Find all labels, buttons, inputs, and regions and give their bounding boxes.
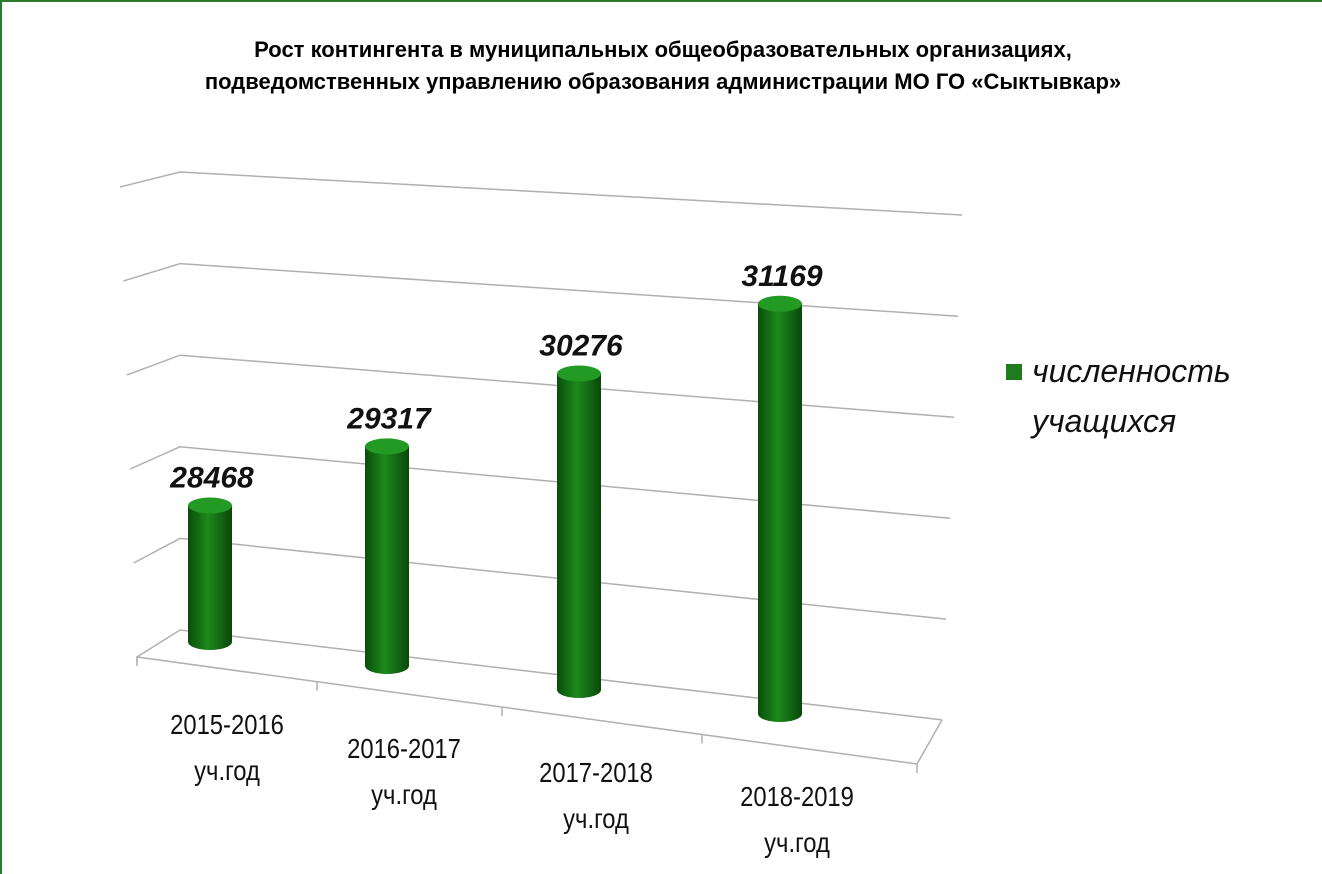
grid-line — [133, 537, 947, 620]
data-label: 31169 — [741, 260, 823, 293]
bar — [557, 365, 601, 698]
grid-line — [136, 629, 943, 721]
bar-part — [365, 446, 409, 674]
bar-part — [188, 497, 232, 514]
legend-key — [1006, 364, 1022, 380]
data-label: 28468 — [169, 461, 254, 494]
x-tick-label: 2015-2016 уч.год — [170, 709, 284, 786]
bar-part — [365, 438, 409, 455]
legend-label: численность учащихся — [1032, 353, 1231, 439]
bar-part — [557, 373, 601, 698]
bar-part — [758, 303, 802, 722]
x-tick-label: 2017-2018 уч.год — [539, 757, 653, 834]
bar-part — [188, 505, 232, 650]
grid-line — [123, 262, 959, 317]
x-tick-label: 2018-2019 уч.год — [740, 781, 854, 858]
bar — [188, 497, 232, 650]
grid-line — [129, 446, 951, 520]
bar — [758, 295, 802, 722]
chart-title: Рост контингента в муниципальных общеобр… — [204, 37, 1122, 94]
grid-line — [119, 171, 963, 216]
bar-part — [557, 365, 601, 382]
bar — [365, 438, 409, 674]
data-label: 30276 — [539, 330, 623, 363]
data-label: 29317 — [346, 402, 432, 435]
bar-part — [758, 295, 802, 312]
grid-line — [126, 354, 955, 419]
x-tick-label: 2016-2017 уч.год — [347, 733, 461, 810]
